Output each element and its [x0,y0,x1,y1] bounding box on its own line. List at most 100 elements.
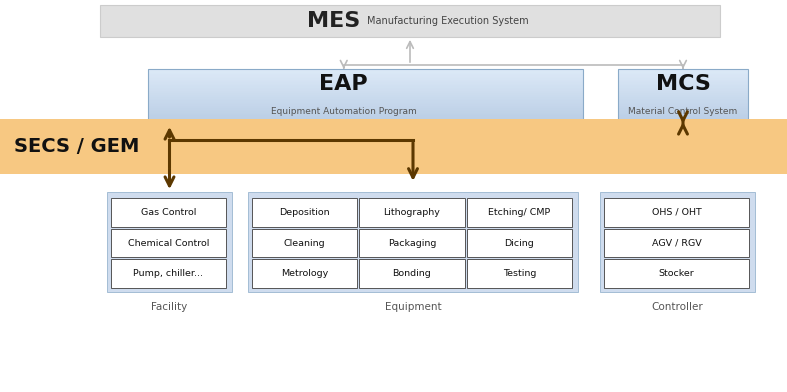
Bar [252,229,357,257]
Text: Material Control System: Material Control System [628,107,737,116]
Bar [148,69,583,124]
Bar [148,93,583,95]
Bar [360,229,464,257]
Bar [148,75,583,77]
Bar [248,192,578,292]
Bar [618,85,748,87]
Bar [148,97,583,99]
Bar [148,71,583,73]
Bar [618,96,748,98]
Bar [618,105,748,107]
Text: Testing: Testing [503,269,536,278]
Bar [148,86,583,88]
Bar [148,80,583,82]
Text: Packaging: Packaging [388,238,436,247]
Bar [618,86,748,88]
Text: Dicing: Dicing [504,238,534,247]
Bar [618,97,748,99]
Bar [0,119,787,174]
Bar [148,120,583,121]
Text: OHS / OHT: OHS / OHT [652,208,701,217]
Bar [111,198,226,227]
Bar [618,94,748,96]
Bar [618,115,748,117]
Text: Stocker: Stocker [659,269,694,278]
Bar [148,88,583,90]
Bar [467,229,572,257]
Bar [618,89,748,91]
Text: Lithography: Lithography [383,208,441,217]
Bar [618,111,748,113]
Text: Controller: Controller [652,302,704,312]
Text: Pump, chiller...: Pump, chiller... [134,269,204,278]
Bar [148,117,583,118]
Bar [148,121,583,123]
Bar [618,121,748,123]
Text: AGV / RGV: AGV / RGV [652,238,701,247]
Text: Etching/ CMP: Etching/ CMP [488,208,550,217]
Bar [148,91,583,93]
Bar [148,115,583,117]
Bar [618,71,748,73]
Bar [618,83,748,85]
Bar [107,192,232,292]
Bar [252,198,357,227]
Text: Equipment: Equipment [385,302,442,312]
Bar [618,70,748,72]
Bar [148,69,583,71]
Bar [604,229,749,257]
Text: Metrology: Metrology [281,269,328,278]
Bar [148,77,583,79]
Bar [618,117,748,118]
Bar [618,104,748,106]
Bar [148,78,583,80]
Bar [618,93,748,95]
Bar [100,5,720,37]
Bar [618,110,748,112]
Bar [148,94,583,96]
Bar [618,77,748,79]
Bar [618,78,748,80]
Bar [618,73,748,74]
Bar [148,85,583,87]
Bar [148,73,583,74]
Bar [618,74,748,76]
Bar [618,107,748,109]
Bar [618,81,748,83]
Text: Gas Control: Gas Control [141,208,196,217]
Bar [148,81,583,83]
Bar [618,102,748,103]
Bar [618,118,748,120]
Bar [148,102,583,103]
Bar [148,107,583,109]
Bar [618,88,748,90]
Bar [604,198,749,227]
Text: Cleaning: Cleaning [284,238,326,247]
Bar [618,108,748,110]
Text: MCS: MCS [656,74,711,94]
Bar [148,110,583,112]
Bar [148,83,583,85]
Bar [148,100,583,102]
Bar [148,108,583,110]
Bar [618,92,748,94]
Bar [148,70,583,72]
Bar [148,111,583,113]
Bar [252,260,357,288]
Bar [148,103,583,105]
Bar [618,113,748,114]
Bar [618,103,748,105]
Bar [618,91,748,93]
Text: Deposition: Deposition [279,208,330,217]
Bar [148,105,583,107]
Bar [148,89,583,91]
Bar [467,198,572,227]
Bar [600,192,755,292]
Text: EAP: EAP [320,74,368,94]
Bar [618,120,748,121]
Bar [618,75,748,77]
Bar [618,114,748,116]
Bar [148,92,583,94]
Bar [618,99,748,101]
Bar [618,69,748,71]
